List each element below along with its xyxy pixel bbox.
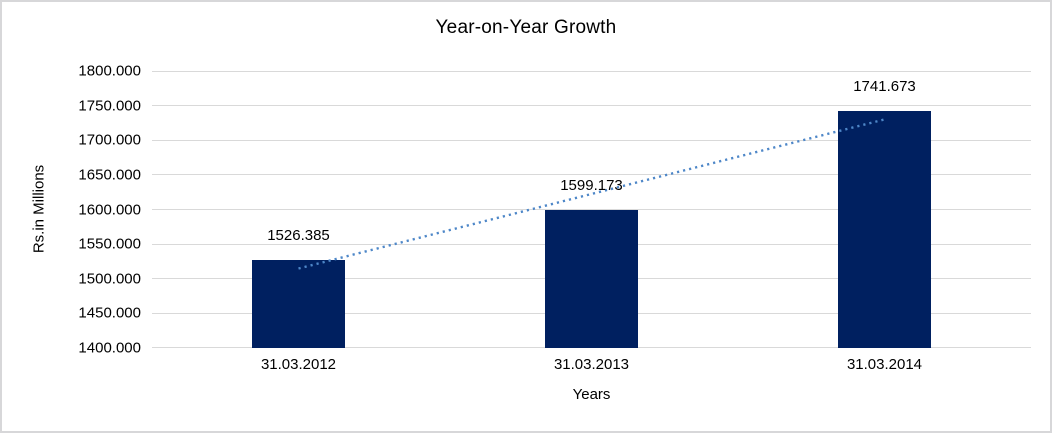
gridline <box>152 70 1031 72</box>
plot-area <box>152 70 1031 348</box>
y-tick-label: 1450.000 <box>78 304 141 322</box>
y-tick-label: 1700.000 <box>78 131 141 149</box>
y-tick-label: 1800.000 <box>78 62 141 80</box>
trendline <box>298 118 885 270</box>
gridline <box>152 105 1031 107</box>
data-label: 1526.385 <box>267 227 330 245</box>
gridline <box>152 139 1031 141</box>
bar-31.03.2013 <box>545 210 638 348</box>
y-tick-label: 1500.000 <box>78 270 141 288</box>
x-tick-label: 31.03.2014 <box>846 356 923 373</box>
bar-31.03.2014 <box>838 111 931 348</box>
y-tick-label: 1750.000 <box>78 97 141 115</box>
bar-31.03.2012 <box>252 260 345 348</box>
data-label: 1599.173 <box>560 177 623 195</box>
y-tick-label: 1550.000 <box>78 235 141 253</box>
y-tick-label: 1600.000 <box>78 201 141 218</box>
x-tick-label: 31.03.2012 <box>260 356 337 373</box>
data-label: 1741.673 <box>853 78 916 96</box>
gridline <box>152 174 1031 176</box>
trendline-path <box>298 118 885 270</box>
chart-title: Year-on-Year Growth <box>435 17 617 38</box>
x-axis-title: Years <box>572 386 611 403</box>
gridline <box>152 209 1031 210</box>
y-tick-label: 1650.000 <box>78 166 141 184</box>
y-tick-label: 1400.000 <box>78 339 141 357</box>
x-tick-label: 31.03.2013 <box>553 356 630 373</box>
